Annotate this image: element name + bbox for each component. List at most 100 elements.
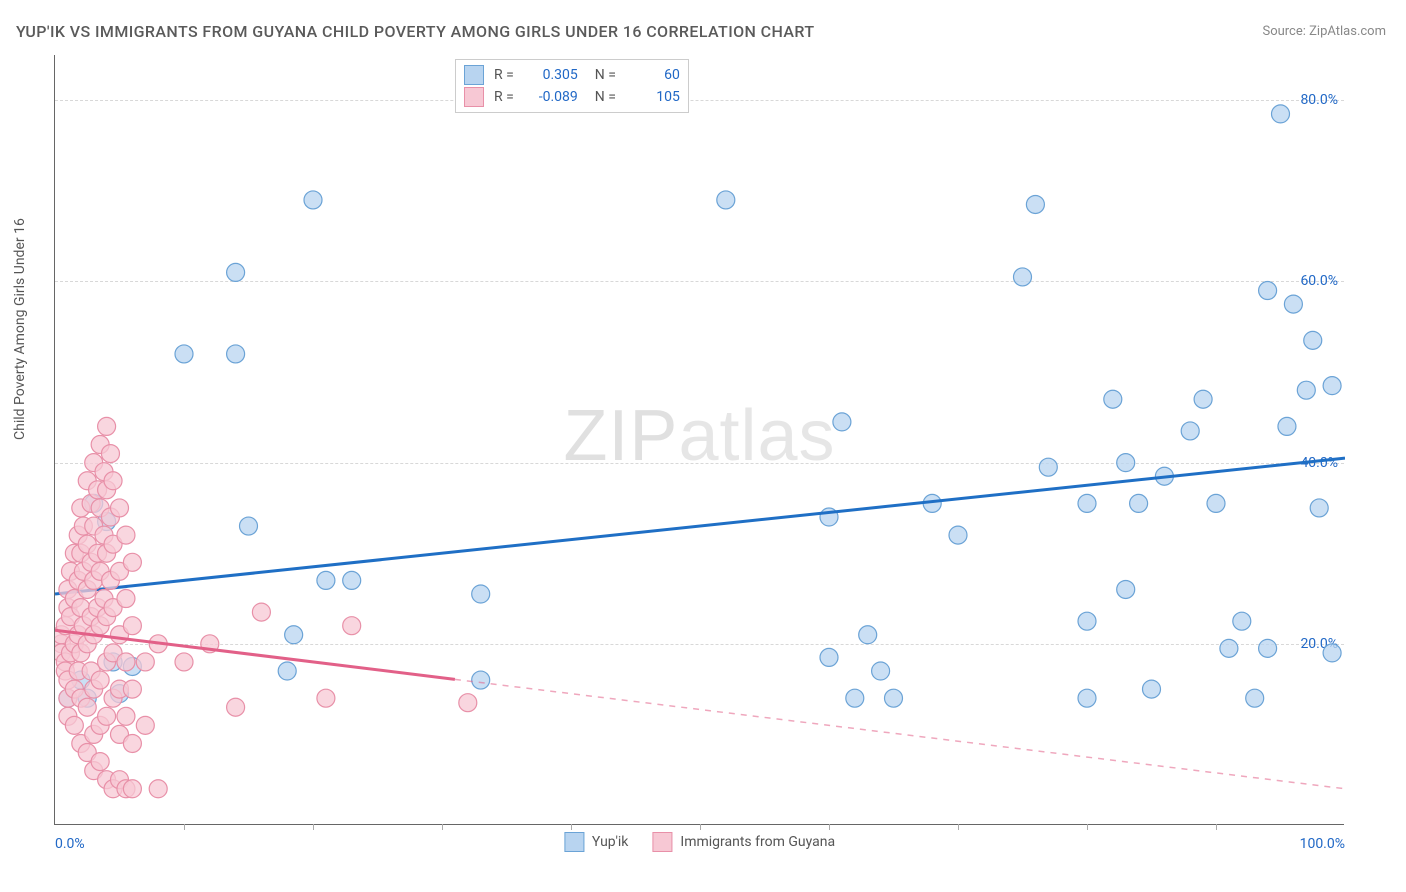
data-point (1297, 381, 1315, 399)
bottom-legend: Yup'ik Immigrants from Guyana (564, 832, 835, 852)
data-point (1304, 331, 1322, 349)
data-point (149, 780, 167, 798)
data-point (227, 345, 245, 363)
data-point (104, 653, 122, 671)
data-point (98, 771, 116, 789)
data-point (227, 263, 245, 281)
data-point (111, 771, 129, 789)
x-minor-tick (1087, 824, 1088, 830)
data-point (78, 744, 96, 762)
data-point (1039, 458, 1057, 476)
trendline-dashed (455, 679, 1345, 788)
stat-r-value: -0.089 (524, 89, 578, 105)
data-point (717, 191, 735, 209)
data-point (1194, 390, 1212, 408)
y-tick-label: 60.0% (1300, 273, 1338, 289)
data-point (59, 689, 77, 707)
data-point (117, 780, 135, 798)
data-point (104, 472, 122, 490)
data-point (104, 689, 122, 707)
data-point (95, 590, 113, 608)
x-tick-label: 100.0% (1300, 836, 1345, 852)
data-point (104, 780, 122, 798)
data-point (1026, 195, 1044, 213)
data-point (82, 608, 100, 626)
data-point (82, 494, 100, 512)
gridline-h (55, 281, 1344, 282)
legend-label: Yup'ik (592, 834, 628, 850)
stat-r-label: R = (494, 67, 514, 83)
data-point (78, 689, 96, 707)
data-point (123, 680, 141, 698)
scatter-svg (55, 55, 1345, 825)
y-tick-label: 20.0% (1300, 636, 1338, 652)
data-point (65, 716, 83, 734)
data-point (61, 608, 79, 626)
data-point (1310, 499, 1328, 517)
data-point (1278, 417, 1296, 435)
data-point (61, 644, 79, 662)
stat-n-label: N = (588, 67, 616, 83)
data-point (111, 725, 129, 743)
data-point (72, 599, 90, 617)
data-point (820, 508, 838, 526)
data-point (72, 671, 90, 689)
data-point (1143, 680, 1161, 698)
data-point (72, 544, 90, 562)
data-point (1246, 689, 1264, 707)
data-point (175, 653, 193, 671)
data-point (175, 345, 193, 363)
data-point (459, 694, 477, 712)
data-point (91, 562, 109, 580)
data-point (1117, 580, 1135, 598)
data-point (65, 680, 83, 698)
data-point (317, 571, 335, 589)
data-point (98, 707, 116, 725)
data-point (923, 494, 941, 512)
data-point (59, 599, 77, 617)
gridline-h (55, 463, 1344, 464)
data-point (846, 689, 864, 707)
data-point (343, 571, 361, 589)
legend-swatch (564, 832, 584, 852)
data-point (317, 689, 335, 707)
legend-swatch (464, 65, 484, 85)
data-point (123, 780, 141, 798)
plot-area: ZIPatlas R =0.305 N =60R =-0.089 N =105 … (54, 55, 1344, 825)
source-label: Source: ZipAtlas.com (1262, 24, 1386, 39)
data-point (343, 617, 361, 635)
data-point (885, 689, 903, 707)
data-point (85, 571, 103, 589)
data-point (65, 544, 83, 562)
data-point (117, 653, 135, 671)
data-point (98, 481, 116, 499)
data-point (91, 753, 109, 771)
stat-r-value: 0.305 (524, 67, 578, 83)
data-point (61, 562, 79, 580)
data-point (1207, 494, 1225, 512)
stat-r-label: R = (494, 89, 514, 105)
data-point (91, 716, 109, 734)
data-point (872, 662, 890, 680)
data-point (85, 762, 103, 780)
data-point (56, 653, 74, 671)
data-point (74, 562, 92, 580)
data-point (111, 499, 129, 517)
data-point (72, 644, 90, 662)
x-minor-tick (1216, 824, 1217, 830)
data-point (820, 648, 838, 666)
legend-swatch (652, 832, 672, 852)
data-point (69, 526, 87, 544)
data-point (59, 580, 77, 598)
data-point (82, 662, 100, 680)
data-point (111, 680, 129, 698)
data-point (101, 571, 119, 589)
bottom-legend-item: Yup'ik (564, 832, 628, 852)
data-point (89, 544, 107, 562)
data-point (91, 499, 109, 517)
legend-label: Immigrants from Guyana (680, 834, 835, 850)
x-minor-tick (700, 824, 701, 830)
stat-legend: R =0.305 N =60R =-0.089 N =105 (455, 59, 689, 113)
data-point (252, 603, 270, 621)
y-tick-label: 40.0% (1300, 455, 1338, 471)
